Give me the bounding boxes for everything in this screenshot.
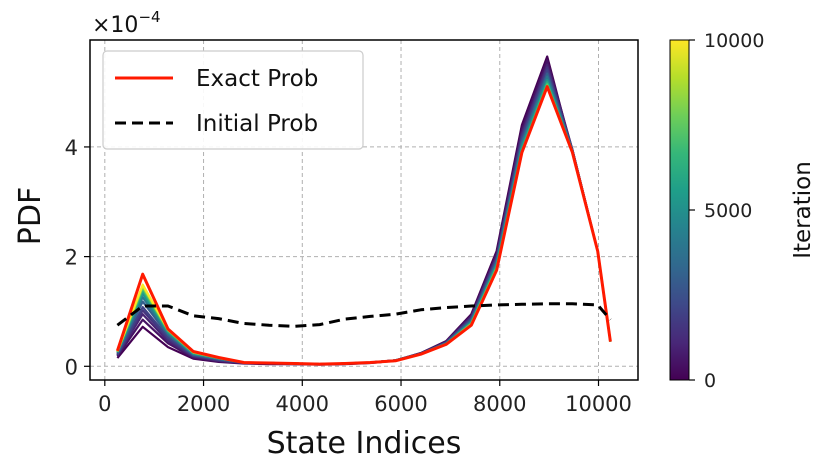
x-axis-label: State Indices [267,426,462,461]
x-axis-ticks: 0 2000 4000 6000 8000 10000 [98,380,632,416]
y-axis-label: PDF [13,187,48,245]
colorbar-label: Iteration [790,161,816,259]
x-tick-label: 0 [98,392,111,416]
legend-label-initial: Initial Prob [196,111,318,137]
x-tick-label: 10000 [565,392,632,416]
legend: Exact Prob Initial Prob [102,50,364,150]
y-axis-ticks: 0 2 4 [65,136,90,379]
colorbar: 0 5000 10000 Iteration [669,30,816,392]
y-tick-label: 0 [65,355,78,379]
colorbar-tick-label: 10000 [704,30,764,52]
colorbar-tick-label: 5000 [704,200,752,222]
main-series [115,85,612,366]
x-tick-label: 2000 [177,392,230,416]
y-axis-multiplier: ×10−4 [92,8,161,38]
x-tick-label: 6000 [374,392,427,416]
series-line-exact-prob [115,85,612,366]
colorbar-gradient [669,39,690,381]
x-tick-label: 8000 [473,392,526,416]
colorbar-tick-label: 0 [704,370,716,392]
y-axis-exponent: −4 [138,8,160,26]
y-tick-label: 4 [65,136,78,160]
plot-frame [89,39,639,381]
legend-label-exact: Exact Prob [196,66,318,92]
y-tick-label: 2 [65,246,78,270]
series-line-initial-prob [116,302,612,328]
colorbar-ticks: 0 5000 10000 [689,30,764,392]
x-tick-label: 4000 [276,392,329,416]
